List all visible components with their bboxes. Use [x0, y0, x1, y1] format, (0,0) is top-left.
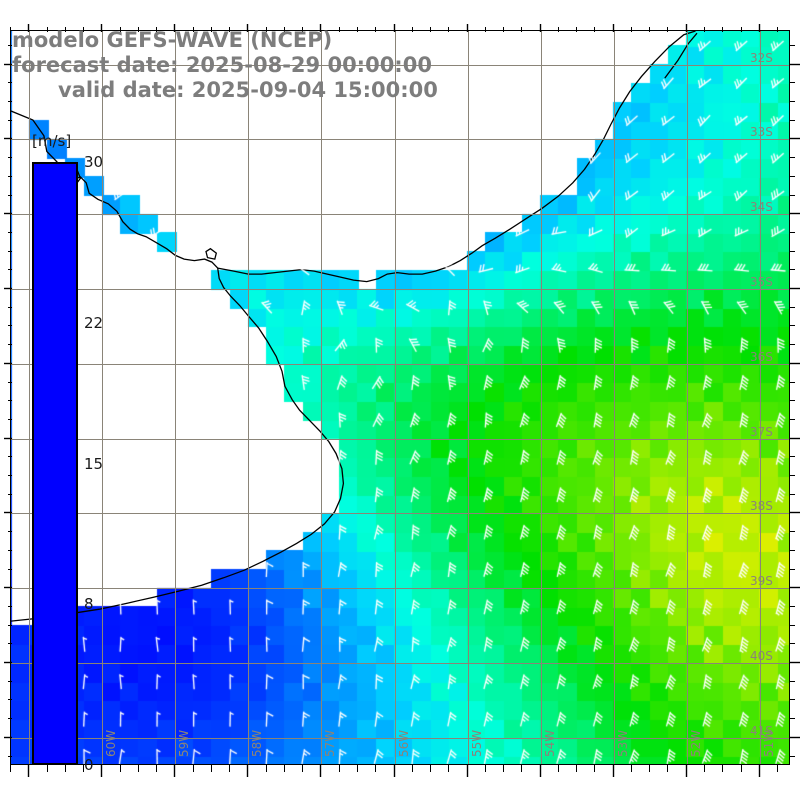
graticule-grid-layer — [11, 31, 789, 764]
forecast-date-line: forecast date: 2025-08-29 00:00:00 — [12, 53, 432, 77]
left-axis-ticks — [4, 45, 12, 757]
model-name-line: modelo GEFS-WAVE (NCEP) — [12, 28, 333, 52]
right-axis-ticks — [790, 45, 800, 757]
colorbar-tick-30: 30 — [84, 153, 104, 171]
colorbar-gradient — [32, 162, 78, 765]
wind-barb-layer — [11, 31, 789, 764]
colorbar[interactable] — [32, 162, 78, 765]
valid-date-line: valid date: 2025-09-04 15:00:00 — [58, 78, 438, 102]
map-title-block: modelo GEFS-WAVE (NCEP) forecast date: 2… — [12, 28, 612, 103]
bottom-axis-ticks — [10, 765, 778, 777]
map-plot-area[interactable] — [10, 30, 790, 765]
colorbar-tick-15: 15 — [84, 454, 104, 473]
colorbar-units-label: [m/s] — [32, 132, 72, 150]
top-axis-ticks — [10, 24, 778, 32]
colorbar-tick-22: 22 — [84, 313, 104, 332]
colorbar-tick-8: 8 — [84, 595, 94, 614]
colorbar-tick-0: 0 — [84, 756, 94, 774]
